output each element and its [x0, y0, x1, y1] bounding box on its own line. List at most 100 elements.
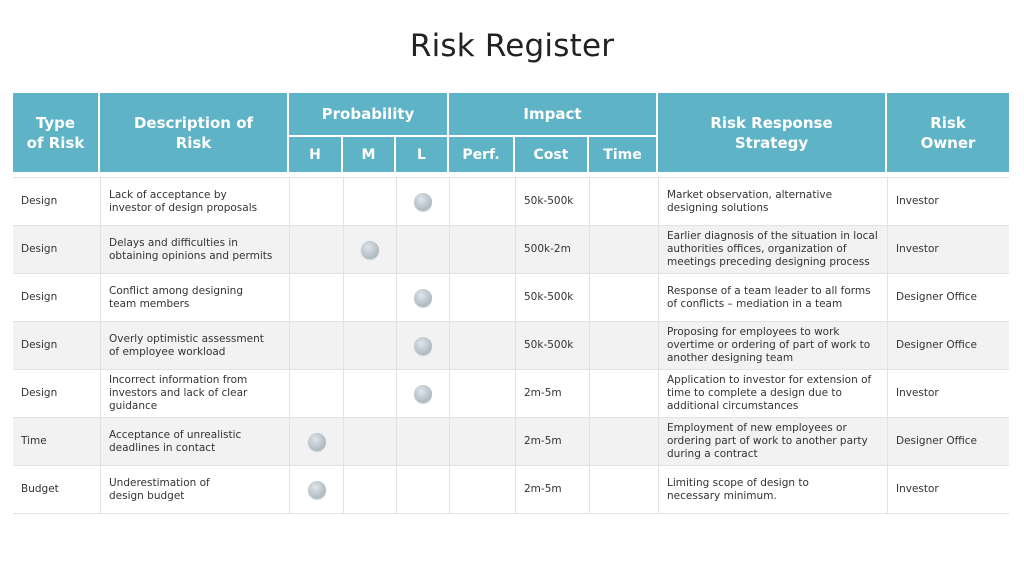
probability-marker-icon [307, 480, 326, 499]
cell-perf [449, 226, 515, 273]
probability-cell-l [396, 322, 449, 369]
table-top-divider [13, 177, 1009, 178]
probability-cell-l [396, 466, 449, 513]
cell-description-text: Acceptance of unrealistic deadlines in c… [109, 428, 242, 454]
cell-perf [449, 322, 515, 369]
probability-cell-l [396, 178, 449, 225]
cell-owner: Investor [887, 370, 1009, 417]
cell-cost: 50k-500k [515, 274, 589, 321]
header-type: Type of Risk [13, 93, 98, 172]
probability-cell-m [343, 466, 396, 513]
cell-type-text: Design [21, 387, 58, 399]
subheader-l: L [396, 137, 447, 172]
cell-perf [449, 466, 515, 513]
cell-cost: 2m-5m [515, 466, 589, 513]
probability-cell-h [289, 226, 343, 273]
cell-perf [449, 418, 515, 465]
subheader-h: H [289, 137, 341, 172]
cell-description-text: Underestimation of design budget [109, 476, 210, 502]
table-row: Design Incorrect information from investo… [13, 370, 1009, 418]
cell-description: Overly optimistic assessment of employee… [100, 322, 289, 369]
cell-description: Lack of acceptance by investor of design… [100, 178, 289, 225]
probability-cell-h [289, 466, 343, 513]
cell-owner-text: Investor [896, 483, 939, 495]
cell-strategy-text: Limiting scope of design to necessary mi… [667, 476, 809, 502]
subheader-cost: Cost [515, 137, 587, 172]
cell-time [589, 418, 658, 465]
cell-description-text: Delays and difficulties in obtaining opi… [109, 236, 273, 262]
cell-type: Design [13, 322, 100, 369]
cell-type-text: Budget [21, 483, 59, 495]
page-title: Risk Register [409, 28, 615, 64]
table-row: Design Overly optimistic assessment of em… [13, 322, 1009, 370]
cell-perf [449, 178, 515, 225]
subheader-cost-label: Cost [533, 146, 569, 163]
cell-time [589, 178, 658, 225]
cell-type-text: Design [21, 291, 58, 303]
probability-cell-h [289, 322, 343, 369]
cell-type: Budget [13, 466, 100, 513]
subheader-m: M [343, 137, 394, 172]
subheader-time: Time [589, 137, 656, 172]
table-row: Design Lack of acceptance by investor of … [13, 178, 1009, 226]
cell-strategy: Response of a team leader to all forms o… [658, 274, 887, 321]
probability-marker-icon [414, 384, 432, 403]
header-probability: Probability [289, 93, 447, 135]
probability-cell-l [396, 226, 449, 273]
cell-description: Incorrect information from investors and… [100, 370, 289, 417]
header-type-label: Type of Risk [26, 113, 85, 152]
header-probability-label: Probability [321, 105, 415, 123]
cell-type: Design [13, 178, 100, 225]
cell-cost: 500k-2m [515, 226, 589, 273]
cell-description: Delays and difficulties in obtaining opi… [100, 226, 289, 273]
cell-cost-text: 50k-500k [524, 291, 574, 303]
cell-type: Time [13, 418, 100, 465]
cell-description: Acceptance of unrealistic deadlines in c… [100, 418, 289, 465]
probability-cell-m [343, 178, 396, 225]
subheader-time-label: Time [603, 146, 642, 163]
cell-time [589, 370, 658, 417]
table-row: Design Delays and difficulties in obtaini… [13, 226, 1009, 274]
subheader-perf: Perf. [449, 137, 513, 172]
cell-type: Design [13, 274, 100, 321]
cell-perf [449, 274, 515, 321]
cell-cost-text: 2m-5m [524, 435, 562, 447]
cell-description-text: Incorrect information from investors and… [109, 374, 248, 412]
cell-cost-text: 2m-5m [524, 387, 562, 399]
cell-owner-text: Designer Office [896, 339, 978, 351]
probability-marker-icon [414, 192, 432, 211]
subheader-m-label: M [361, 146, 376, 163]
header-impact: Impact [449, 93, 656, 135]
cell-owner: Investor [887, 226, 1009, 273]
cell-strategy: Limiting scope of design to necessary mi… [658, 466, 887, 513]
probability-marker-icon [307, 432, 326, 451]
cell-description-text: Lack of acceptance by investor of design… [109, 188, 258, 214]
probability-cell-m [343, 322, 396, 369]
probability-cell-m [343, 226, 396, 273]
cell-time [589, 466, 658, 513]
probability-cell-h [289, 370, 343, 417]
header-description: Description of Risk [100, 93, 287, 172]
cell-description: Underestimation of design budget [100, 466, 289, 513]
cell-strategy-text: Market observation, alternative designin… [667, 188, 833, 214]
header-owner-label: Risk Owner [920, 113, 976, 152]
subheader-perf-label: Perf. [462, 146, 500, 163]
header-description-label: Description of Risk [133, 113, 254, 152]
cell-type-text: Design [21, 339, 58, 351]
cell-time [589, 274, 658, 321]
cell-cost: 2m-5m [515, 418, 589, 465]
probability-cell-h [289, 274, 343, 321]
probability-cell-m [343, 370, 396, 417]
subheader-h-label: H [309, 146, 321, 163]
probability-cell-m [343, 418, 396, 465]
cell-cost-text: 50k-500k [524, 339, 574, 351]
cell-time [589, 226, 658, 273]
cell-type-text: Design [21, 195, 58, 207]
probability-cell-l [396, 418, 449, 465]
probability-marker-icon [414, 336, 432, 355]
probability-marker-icon [361, 240, 379, 259]
header-impact-label: Impact [523, 105, 582, 123]
cell-strategy-text: Proposing for employees to work overtime… [667, 326, 871, 364]
cell-owner-text: Investor [896, 387, 939, 399]
cell-owner: Investor [887, 466, 1009, 513]
